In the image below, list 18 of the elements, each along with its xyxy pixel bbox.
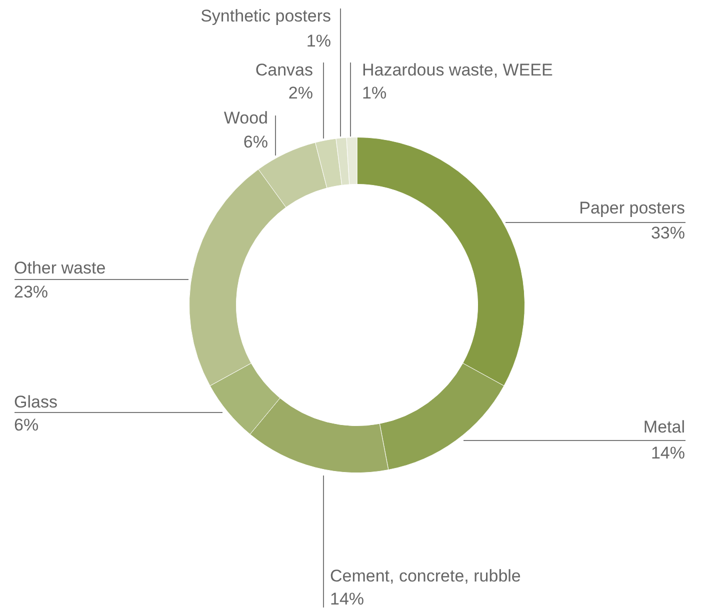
data-label: 14% [650,444,685,463]
slice-label: Other waste [14,258,106,278]
slice-label: Cement, concrete, rubble [330,566,521,586]
data-label: 6% [243,132,268,152]
slice-label: Paper posters [579,198,685,218]
slice-label: Metal [643,418,685,437]
data-label: 23% [14,282,48,302]
data-label: 1% [362,84,387,103]
data-label: 2% [288,84,313,103]
data-label: 14% [330,590,364,609]
data-label: 33% [650,224,685,243]
slice-label: Glass [14,392,58,412]
slice-label: Canvas [255,60,313,80]
slice-label: Hazardous waste, WEEE [362,60,553,80]
data-label: 6% [14,416,39,435]
slice-label: Wood [224,108,268,128]
slice-label: Synthetic posters [200,6,331,26]
data-label: 1% [306,32,331,51]
